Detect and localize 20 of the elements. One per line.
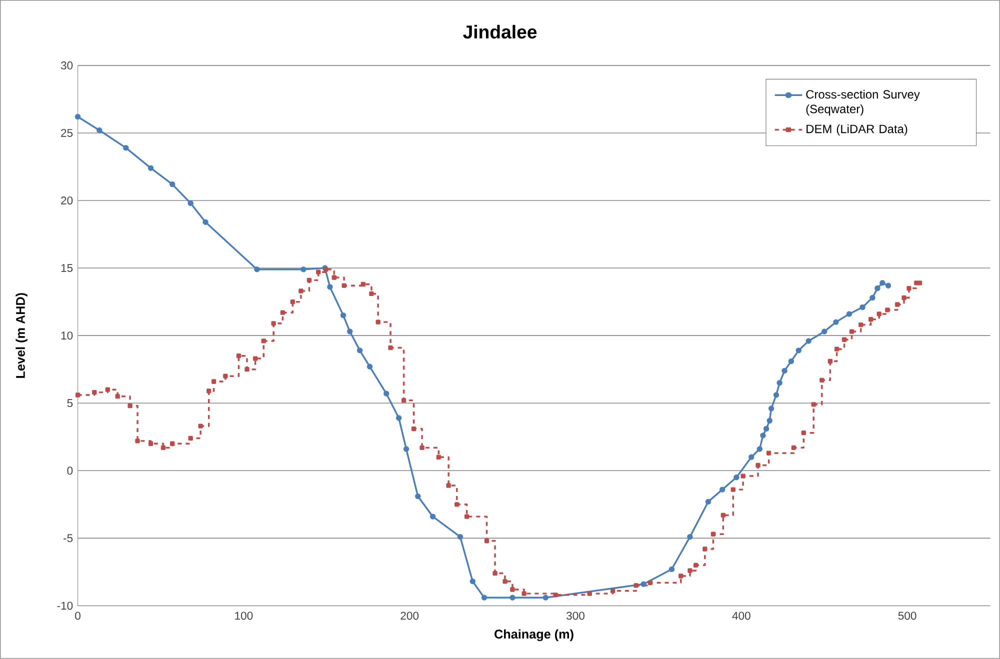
y-tick-label: -10 <box>57 602 73 610</box>
x-axis-title: Chainage (m) <box>494 629 574 642</box>
x-tick-label: 0 <box>75 612 80 620</box>
y-tick-label: 15 <box>61 264 73 272</box>
y-axis-title: Level (m AHD) <box>16 293 28 378</box>
x-tick-label: 400 <box>732 612 750 620</box>
x-tick-label: 300 <box>566 612 584 620</box>
legend-label: DEM (LiDAR Data) <box>806 124 908 136</box>
y-tick-label: 30 <box>60 62 73 70</box>
y-tick-label: 10 <box>61 332 73 340</box>
x-tick-label: 200 <box>400 612 419 620</box>
y-tick-label: 25 <box>61 129 73 138</box>
legend-label: Cross-section Survey (Seqwater) <box>806 90 920 116</box>
y-tick-label: 20 <box>61 196 73 205</box>
y-tick-label: 5 <box>67 399 73 408</box>
y-tick-label: -5 <box>64 534 73 542</box>
x-tick-label: 100 <box>235 612 253 620</box>
y-tick-label: 0 <box>67 466 73 475</box>
chart-title: Jindalee <box>463 25 537 39</box>
x-tick-label: 500 <box>898 612 916 620</box>
